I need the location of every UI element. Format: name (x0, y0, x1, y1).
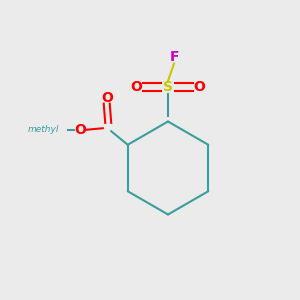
Text: S: S (163, 80, 173, 94)
Text: O: O (194, 80, 206, 94)
Text: O: O (130, 80, 142, 94)
Text: F: F (169, 50, 179, 64)
Text: O: O (101, 91, 113, 105)
Text: methyl: methyl (27, 125, 59, 134)
Text: O: O (74, 123, 86, 137)
